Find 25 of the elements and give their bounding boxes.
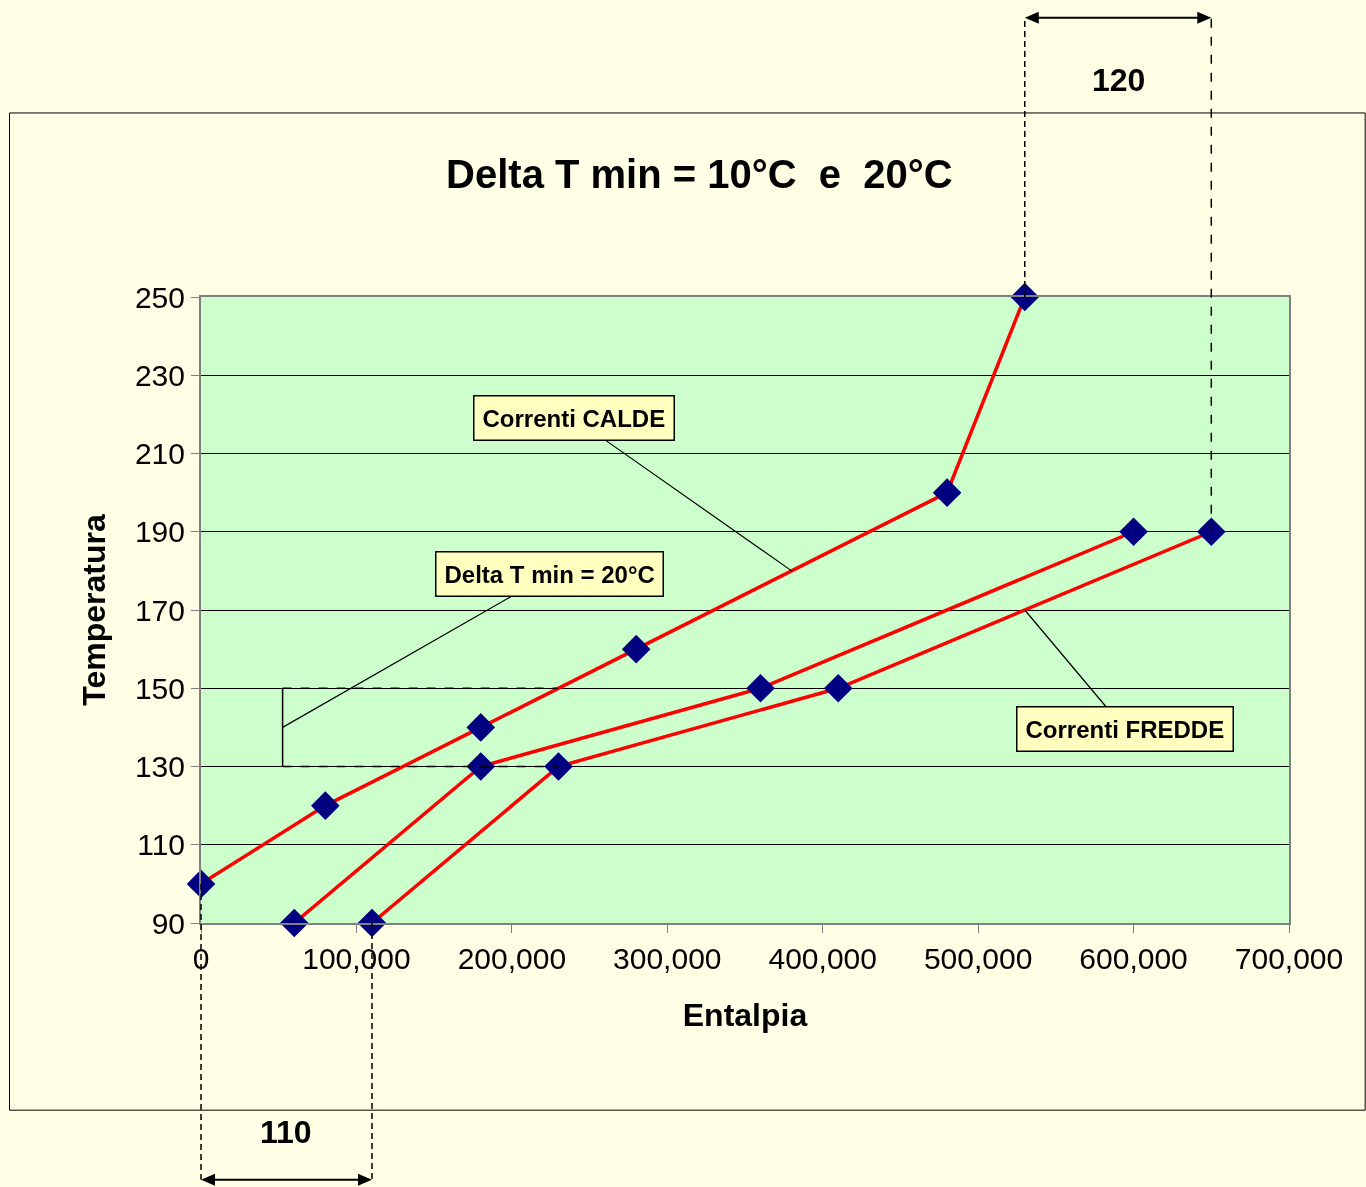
- y-tick-label: 110: [137, 828, 185, 862]
- y-tick-label: 150: [134, 671, 185, 705]
- x-tick-label: 0: [192, 942, 210, 975]
- y-tick-label: 90: [151, 906, 185, 940]
- y-tick-label: 130: [134, 750, 185, 783]
- y-tick-label: 230: [134, 358, 185, 392]
- x-tick-label: 100,000: [302, 942, 411, 975]
- annotation: Correnti FREDDE: [1025, 715, 1225, 743]
- text: 110: [260, 1114, 312, 1150]
- annotation: Delta T min = 20°C: [444, 560, 655, 588]
- text: 120: [1092, 62, 1146, 98]
- y-tick-label: 210: [134, 437, 185, 470]
- x-tick-label: 600,000: [1079, 942, 1188, 975]
- chart-title: Delta T min = 10°C e 20°C: [446, 152, 953, 197]
- x-axis-title: Entalpia: [682, 997, 808, 1034]
- x-tick-label: 400,000: [768, 942, 877, 975]
- y-axis-title: Temperatura: [75, 514, 112, 706]
- x-tick-label: 200,000: [457, 942, 567, 975]
- x-tick-label: 700,000: [1234, 942, 1344, 975]
- y-tick-label: 250: [134, 280, 185, 314]
- y-tick-label: 190: [134, 515, 185, 549]
- x-tick-label: 300,000: [613, 942, 722, 975]
- x-tick-label: 500,000: [923, 942, 1033, 975]
- annotation: Correnti CALDE: [482, 404, 666, 432]
- y-tick-label: 170: [134, 593, 185, 627]
